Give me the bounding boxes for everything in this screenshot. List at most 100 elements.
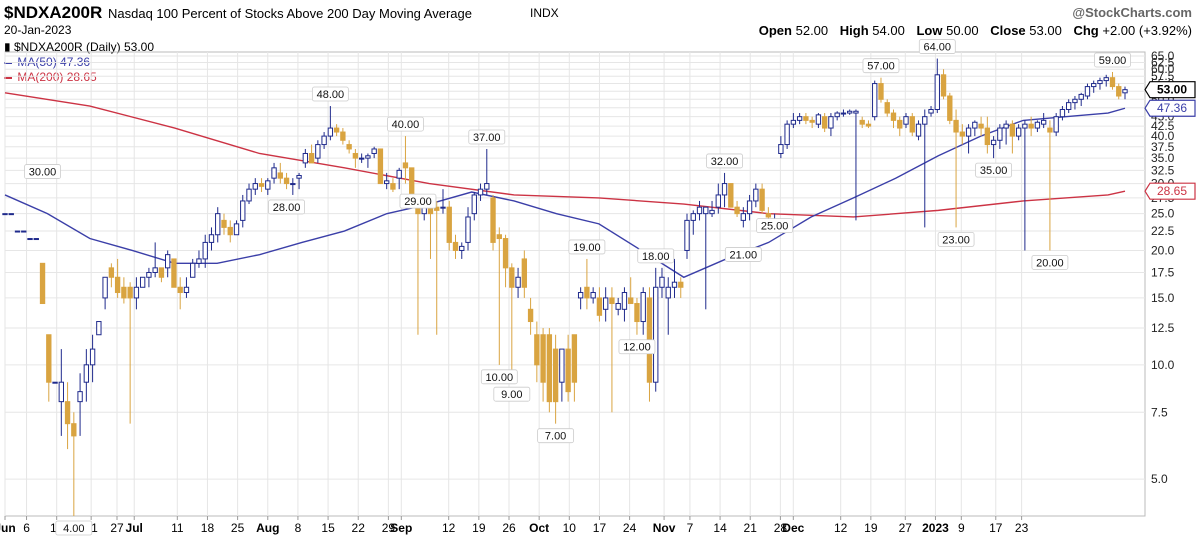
chart-date: 20-Jan-2023 bbox=[4, 23, 72, 37]
last-value-box bbox=[1144, 81, 1196, 99]
candle-body bbox=[340, 131, 346, 141]
candle-body bbox=[1091, 83, 1097, 88]
x-tick-label: 28 bbox=[774, 521, 788, 535]
candle-body bbox=[1059, 108, 1066, 118]
candle-body bbox=[540, 334, 546, 383]
candle-body bbox=[934, 74, 940, 110]
candle-body bbox=[997, 127, 1003, 141]
candle-body bbox=[233, 223, 240, 236]
candle-body bbox=[671, 281, 678, 288]
candle-body bbox=[972, 121, 978, 129]
candle-body bbox=[759, 188, 765, 211]
last-value-text: 28.65 bbox=[1157, 184, 1187, 198]
x-tick-label: 6 bbox=[23, 521, 30, 535]
annotation: 10.00 bbox=[480, 369, 518, 385]
candle-body bbox=[1047, 127, 1053, 133]
annotation: 7.00 bbox=[537, 428, 575, 444]
annotations: 4.00 30.00 48.00 28.00 40.00 29.00 37.00 10.00 9… bbox=[24, 39, 1131, 536]
candle-body bbox=[71, 423, 77, 437]
last-value-tag: 47.36 bbox=[1144, 99, 1196, 117]
candle-body bbox=[315, 144, 321, 159]
candle-body bbox=[940, 74, 947, 97]
candle-body bbox=[584, 286, 590, 299]
candle-body bbox=[490, 197, 496, 243]
annotation: 37.00 bbox=[468, 129, 506, 145]
x-tick-label: 27 bbox=[899, 521, 913, 535]
candle-body bbox=[352, 152, 359, 159]
x-tick-label: 22 bbox=[352, 521, 366, 535]
candle-body bbox=[215, 213, 221, 236]
candle-body bbox=[496, 234, 502, 240]
candle-body bbox=[690, 213, 696, 221]
annotation: 32.00 bbox=[706, 153, 743, 169]
x-tick-label: 14 bbox=[713, 521, 727, 535]
candle-body bbox=[127, 286, 133, 299]
candle-body bbox=[634, 303, 640, 323]
candle-body bbox=[1053, 116, 1059, 133]
candle-body bbox=[978, 123, 984, 129]
candle-body bbox=[878, 83, 884, 100]
annotation: 29.00 bbox=[399, 193, 437, 209]
exchange-label: INDX bbox=[530, 6, 559, 20]
candle-body bbox=[321, 135, 327, 146]
candle-body bbox=[609, 297, 615, 305]
last-value-labels: 53.00 47.36 28.65 bbox=[1144, 81, 1196, 200]
candle-body bbox=[177, 286, 183, 294]
x-tick-label: 17 bbox=[593, 521, 607, 535]
annotation-label: 48.00 bbox=[317, 89, 345, 101]
annotation-label: 12.00 bbox=[623, 342, 651, 354]
annotation-box bbox=[568, 239, 606, 255]
candle-body bbox=[859, 119, 865, 125]
candle-body bbox=[928, 108, 934, 114]
candle-body bbox=[471, 194, 477, 215]
legend-symbol-icon: ▮ bbox=[4, 40, 11, 54]
annotation-box bbox=[493, 386, 531, 402]
candle-body bbox=[165, 254, 171, 269]
annotation: 25.00 bbox=[756, 218, 794, 234]
annotation: 59.00 bbox=[1094, 52, 1131, 68]
x-tick-label: 26 bbox=[502, 521, 516, 535]
candle-body bbox=[853, 110, 859, 114]
candle-body bbox=[922, 116, 928, 125]
candle-body bbox=[434, 206, 440, 211]
annotation-box bbox=[311, 86, 349, 102]
annotation-box bbox=[1031, 255, 1069, 270]
x-tick-label: Oct bbox=[529, 521, 549, 535]
x-tick-label: Jun bbox=[0, 521, 16, 535]
annotation: 18.00 bbox=[637, 248, 675, 264]
annotation-label: 32.00 bbox=[711, 156, 739, 168]
annotation: 21.00 bbox=[724, 247, 762, 262]
x-tick-label: 11 bbox=[171, 521, 184, 535]
x-tick-label: 21 bbox=[744, 521, 758, 535]
candle-body bbox=[258, 183, 265, 187]
annotation-box bbox=[537, 428, 575, 444]
candle-body bbox=[1015, 127, 1022, 137]
candle-body bbox=[459, 245, 465, 251]
candle-body bbox=[596, 297, 603, 316]
candle-body bbox=[27, 238, 33, 241]
annotation: 30.00 bbox=[24, 164, 61, 179]
open-label: Open bbox=[758, 23, 792, 38]
candle-body bbox=[590, 292, 596, 299]
annotation: 23.00 bbox=[937, 232, 975, 247]
candle-body bbox=[984, 127, 991, 146]
annotation-label: 21.00 bbox=[730, 249, 758, 261]
y-tick-label: 10.0 bbox=[1151, 358, 1175, 372]
candle-body bbox=[108, 267, 115, 278]
candle-body bbox=[102, 276, 108, 299]
candle-body bbox=[1009, 123, 1016, 137]
candle-body bbox=[728, 183, 734, 208]
candle-body bbox=[265, 180, 271, 190]
annotation-label: 59.00 bbox=[1099, 55, 1127, 67]
candle-body bbox=[552, 348, 559, 403]
chart-title: Nasdaq 100 Percent of Stocks Above 200 D… bbox=[108, 6, 472, 21]
x-tick-label: 9 bbox=[958, 521, 965, 535]
close-value: 53.00 bbox=[1029, 23, 1062, 38]
y-tick-label: 25.0 bbox=[1151, 207, 1175, 221]
annotation: 12.00 bbox=[618, 339, 656, 355]
y-tick-label: 57.5 bbox=[1151, 69, 1175, 83]
annotation-label: 20.00 bbox=[1036, 257, 1064, 269]
candle-body bbox=[653, 286, 659, 383]
annotation-label: 35.00 bbox=[980, 165, 1008, 177]
candle-body bbox=[953, 119, 959, 133]
